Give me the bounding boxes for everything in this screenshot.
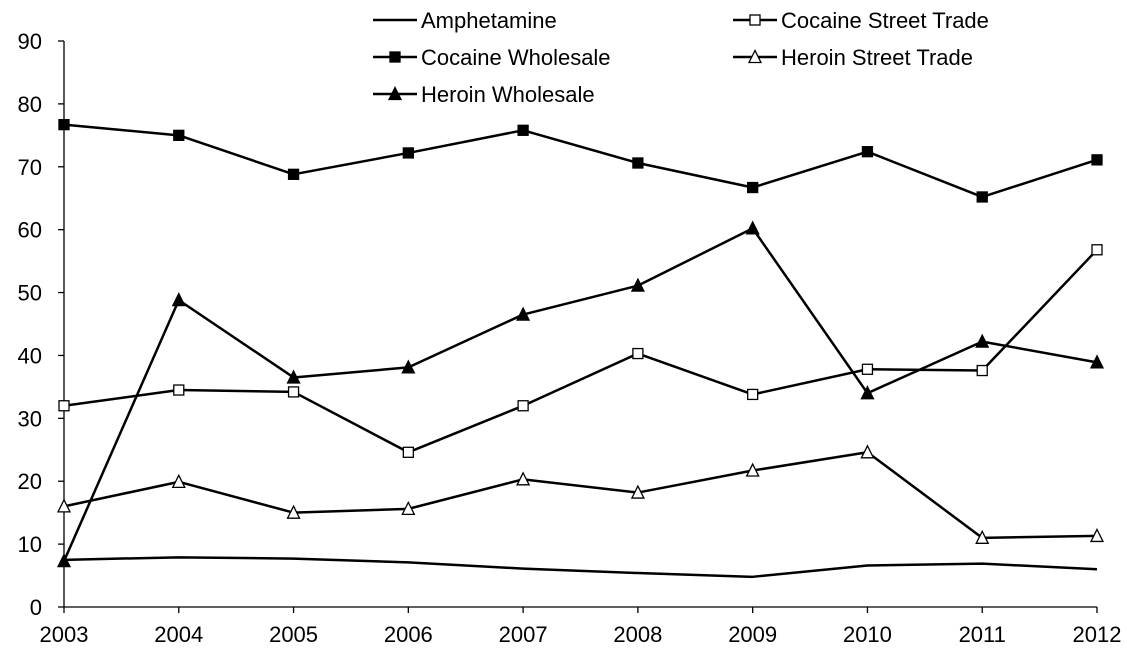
y-tick-label: 50 [18, 281, 42, 306]
legend-item-amphetamine: Amphetamine [373, 8, 557, 33]
x-tick-label: 2005 [269, 622, 318, 647]
data-point [171, 473, 186, 489]
data-point [171, 292, 186, 307]
data-point [861, 363, 874, 375]
y-tick-label: 60 [18, 218, 42, 243]
legend-item-cocaine-wholesale: Cocaine Wholesale [373, 45, 611, 70]
series-group [56, 118, 1105, 579]
data-point [745, 220, 760, 235]
series-line [63, 556, 1098, 579]
x-tick-label: 2004 [154, 622, 203, 647]
data-point [1091, 244, 1103, 256]
y-tick-label: 90 [18, 29, 42, 54]
y-tick-label: 20 [18, 469, 42, 494]
x-tick-label: 2008 [613, 622, 662, 647]
y-tick-label: 10 [18, 532, 42, 557]
y-tick-label: 80 [18, 92, 42, 117]
data-point [861, 146, 874, 158]
legend-label: Cocaine Wholesale [421, 45, 611, 70]
legend-label: Heroin Street Trade [781, 45, 973, 70]
series-heroin-wholesale [56, 220, 1105, 568]
series-line [63, 123, 1098, 199]
data-point [976, 364, 988, 377]
legend-item-heroin-street-trade: Heroin Street Trade [733, 45, 973, 70]
data-point [173, 384, 185, 396]
data-point [975, 529, 990, 544]
series-heroin-street-trade [56, 444, 1105, 544]
data-point [976, 191, 988, 203]
x-tick-label: 2007 [499, 622, 548, 647]
data-point [402, 446, 414, 458]
data-point [58, 400, 70, 412]
x-tick-label: 2009 [728, 622, 777, 647]
legend-item-heroin-wholesale: Heroin Wholesale [373, 82, 595, 107]
y-tick-label: 30 [18, 406, 42, 431]
data-point [287, 168, 300, 180]
data-point [516, 471, 531, 486]
data-point [517, 400, 529, 412]
data-point [58, 118, 70, 131]
data-point [401, 500, 416, 516]
axes: 0 10 20 30 40 50 60 70 80 90 2003 2004 2005 2006 2007 2… [18, 29, 1122, 647]
data-point [173, 129, 185, 141]
data-point [747, 181, 759, 194]
data-point [860, 385, 875, 400]
x-tick-label: 2003 [40, 622, 89, 647]
series-line [63, 451, 1098, 540]
data-point [1089, 354, 1105, 369]
data-point [630, 484, 645, 499]
y-tick-label: 70 [18, 155, 42, 180]
legend: Amphetamine Cocaine Street Trade Cocaine W… [373, 8, 989, 107]
data-point [745, 462, 760, 477]
x-tick-label: 2012 [1073, 622, 1122, 647]
data-point [402, 147, 414, 159]
data-point [1091, 154, 1103, 166]
data-point [517, 124, 529, 136]
x-tick-label: 2011 [959, 622, 1006, 647]
series-line [63, 248, 1098, 454]
data-point [287, 386, 300, 398]
series-cocaine-street-trade [58, 244, 1103, 458]
data-point [747, 388, 759, 401]
legend-label: Cocaine Street Trade [781, 8, 989, 33]
series-amphetamine [63, 556, 1098, 579]
data-point [632, 157, 644, 169]
data-point [286, 504, 301, 519]
legend-item-cocaine-street-trade: Cocaine Street Trade [733, 8, 989, 33]
data-point [1089, 527, 1105, 543]
data-point [975, 333, 990, 348]
legend-marker [389, 51, 401, 63]
data-point [56, 553, 72, 568]
series-cocaine-wholesale [58, 118, 1103, 203]
x-tick-label: 2010 [843, 622, 892, 647]
data-point [56, 498, 72, 513]
legend-label: Heroin Wholesale [421, 82, 595, 107]
y-tick-label: 40 [18, 343, 42, 368]
data-point [632, 347, 644, 360]
data-point [516, 306, 531, 321]
x-tick-label: 2006 [384, 622, 433, 647]
data-point [286, 369, 301, 384]
series-line [62, 227, 1098, 562]
y-tick-label: 0 [30, 595, 42, 620]
data-point [401, 359, 416, 374]
data-point [630, 277, 645, 292]
legend-marker [747, 49, 763, 64]
legend-label: Amphetamine [421, 8, 557, 33]
legend-marker [387, 86, 403, 101]
data-point [860, 444, 875, 459]
legend-marker [749, 14, 761, 26]
